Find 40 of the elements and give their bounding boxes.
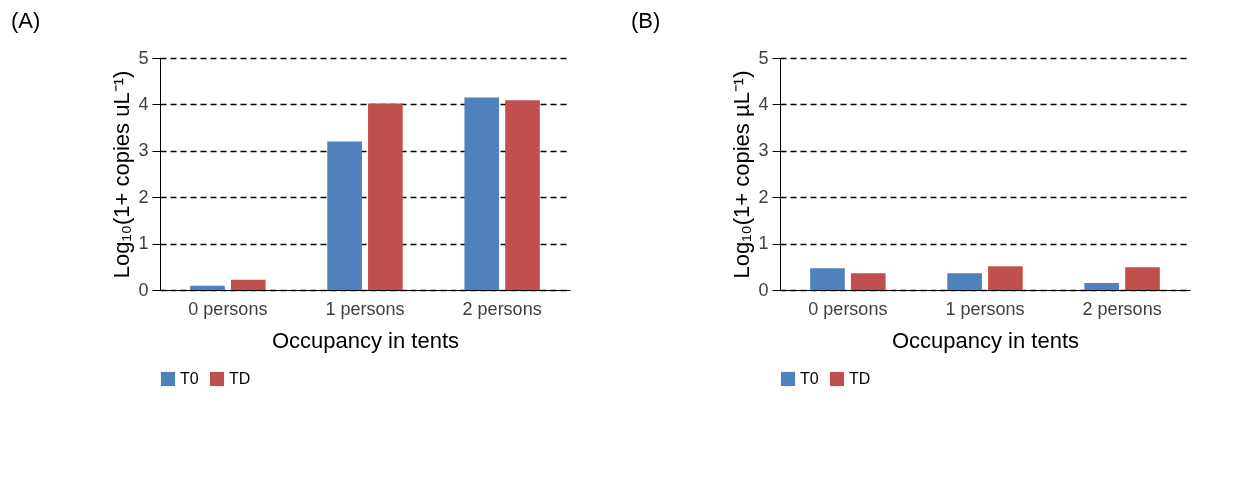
bar (850, 273, 886, 290)
y-axis-title: Log₁₀(1+ copies µL⁻¹) (729, 70, 755, 279)
x-axis-title: Occupancy in tents (271, 327, 460, 353)
x-tick-label: 0 persons (808, 298, 888, 319)
y-tick-label: 0 (138, 279, 149, 300)
y-tick-label: 0 (758, 279, 769, 300)
bar (505, 100, 540, 290)
y-tick-label: 5 (758, 47, 769, 68)
bar (190, 285, 225, 290)
bar (947, 273, 982, 290)
bar (810, 268, 845, 290)
legend-label: TD (849, 370, 871, 387)
y-tick-label: 3 (758, 140, 769, 161)
x-tick-label: 2 persons (462, 298, 542, 319)
y-tick-label: 3 (138, 140, 149, 161)
chart-title: (B) (630, 8, 661, 33)
x-tick-label: 1 persons (945, 298, 1025, 319)
bar (464, 97, 500, 290)
y-tick-label: 4 (758, 93, 769, 114)
legend-label: TD (229, 370, 251, 387)
bar (988, 266, 1023, 290)
bar (230, 279, 266, 290)
y-tick-label: 2 (758, 186, 769, 207)
bar (1125, 267, 1160, 290)
x-tick-label: 2 persons (1082, 298, 1162, 319)
bar (368, 103, 403, 290)
y-tick-label: 1 (758, 233, 769, 254)
bar (327, 141, 362, 290)
y-tick-label: 1 (138, 233, 149, 254)
bar (1084, 283, 1120, 290)
y-tick-label: 5 (138, 47, 149, 68)
x-tick-label: 1 persons (325, 298, 405, 319)
legend-label: T0 (180, 370, 199, 387)
x-tick-label: 0 persons (188, 298, 268, 319)
y-axis-title: Log₁₀(1+ copies uL⁻¹) (109, 70, 135, 279)
chart-title: (A) (10, 8, 41, 33)
y-tick-label: 4 (138, 93, 149, 114)
legend-label: T0 (800, 370, 819, 387)
x-axis-title: Occupancy in tents (891, 327, 1080, 353)
y-tick-label: 2 (138, 186, 149, 207)
